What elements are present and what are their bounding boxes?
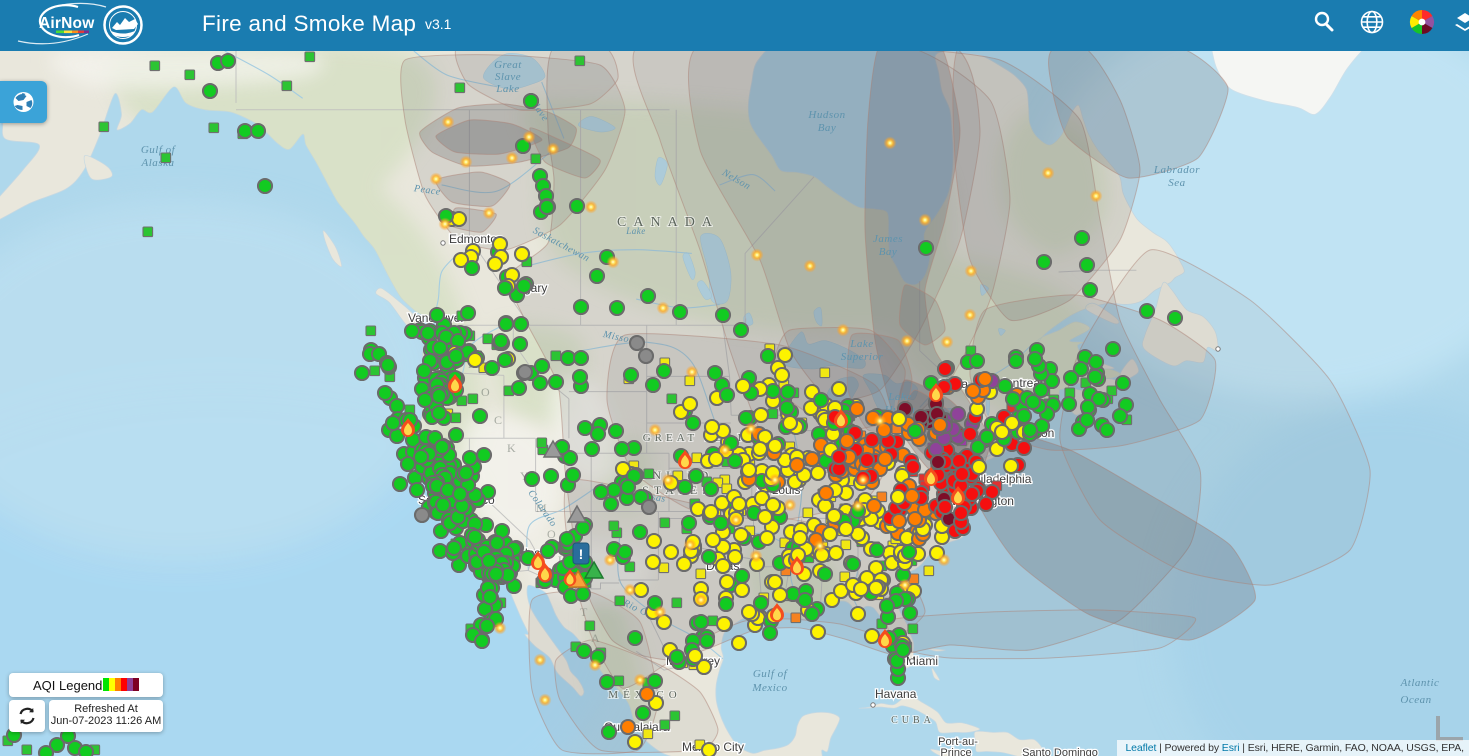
svg-text:Slave: Slave [495,71,521,83]
svg-text:Lake: Lake [849,338,873,350]
svg-text:T: T [580,605,588,619]
svg-text:Miami: Miami [906,654,938,668]
svg-text:K: K [507,441,516,455]
svg-text:O: O [481,385,490,399]
svg-text:Santo Domingo: Santo Domingo [1022,747,1098,756]
svg-text:A: A [591,631,600,645]
svg-text:Mexico: Mexico [751,682,787,694]
svg-text:O: O [547,527,556,541]
svg-text:Havana: Havana [875,687,917,701]
svg-text:M: M [536,501,547,515]
svg-text:Lake: Lake [625,226,646,236]
svg-text:Edmonton: Edmonton [449,232,504,246]
svg-text:Superior: Superior [841,351,884,363]
svg-text:CUBA: CUBA [891,715,935,726]
svg-text:Hudson: Hudson [807,109,845,121]
svg-text:Lake: Lake [887,391,911,403]
svg-text:Labrador: Labrador [1153,164,1200,176]
svg-text:Peace: Peace [412,183,441,198]
svg-text:Y: Y [520,469,529,483]
svg-text:CANADA: CANADA [617,215,719,230]
svg-text:Bay: Bay [879,246,898,258]
svg-text:Prince: Prince [940,747,971,756]
svg-text:Port-au-: Port-au- [938,736,978,748]
svg-text:Ocean: Ocean [1400,694,1431,706]
svg-text:!: ! [579,546,584,562]
svg-text:Bay: Bay [818,122,837,134]
svg-text:C: C [494,413,502,427]
svg-text:Guadalajara: Guadalajara [604,720,670,734]
svg-text:Gulf of: Gulf of [141,144,177,156]
svg-text:James: James [873,233,903,245]
svg-text:AirNow: AirNow [39,15,95,32]
svg-text:Atlantic: Atlantic [1400,677,1440,689]
svg-text:Great: Great [494,59,522,71]
svg-text:Lake: Lake [495,83,519,95]
svg-text:Sea: Sea [1168,177,1185,189]
svg-text:Gulf of: Gulf of [753,668,789,680]
